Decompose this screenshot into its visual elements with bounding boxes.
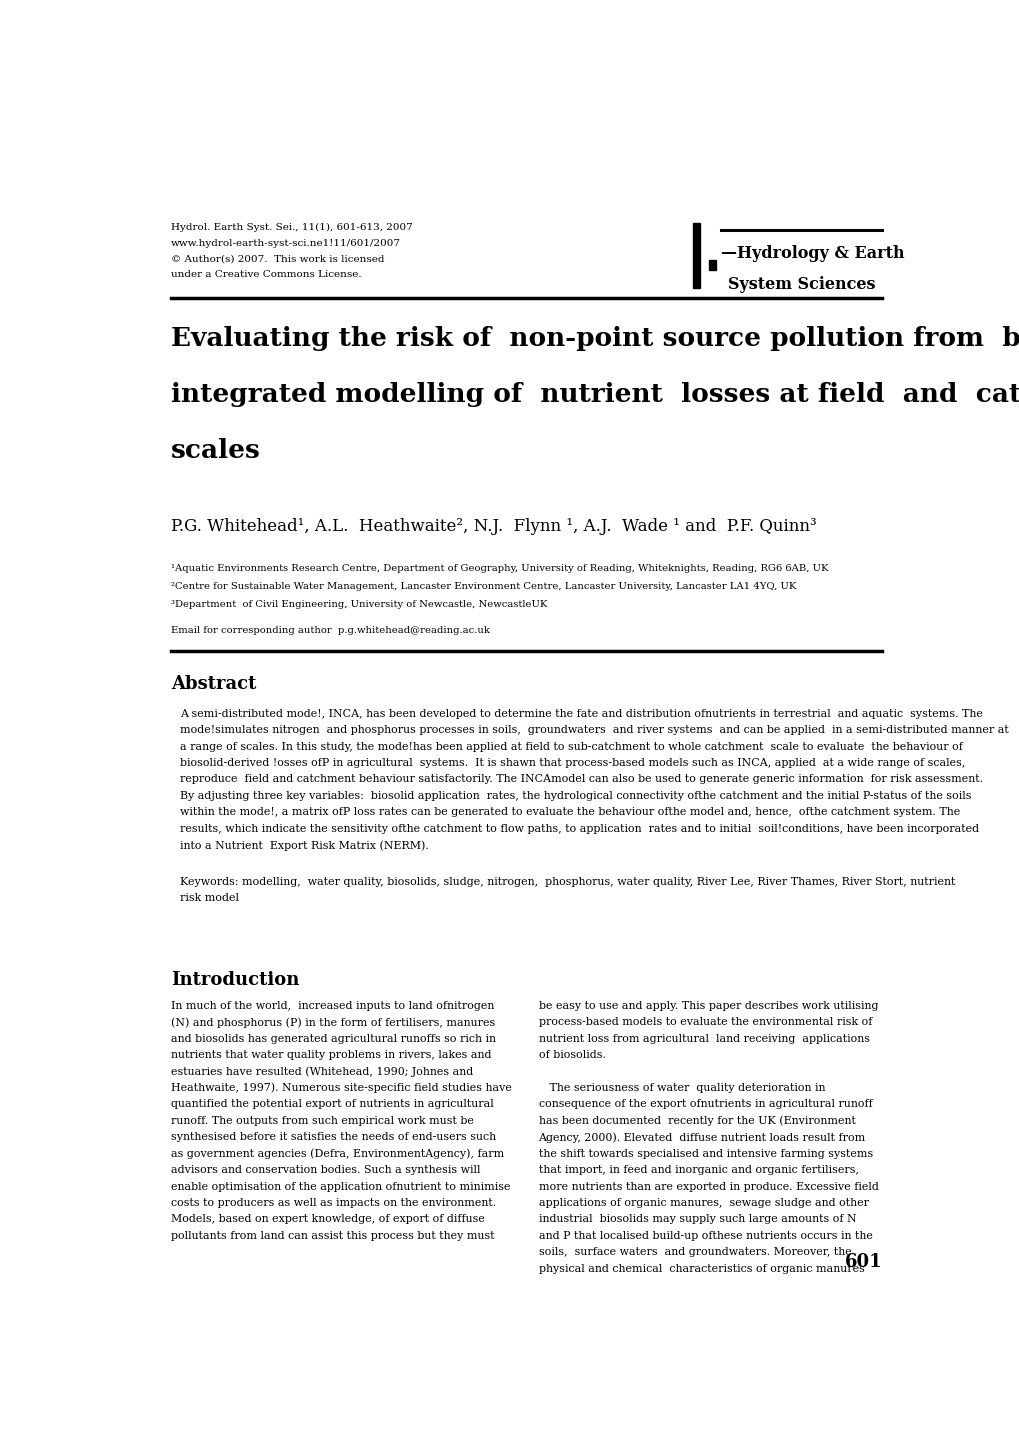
Text: mode!simulates nitrogen  and phosphorus processes in soils,  groundwaters  and r: mode!simulates nitrogen and phosphorus p… [180, 726, 1008, 734]
Text: physical and chemical  characteristics of organic manures: physical and chemical characteristics of… [538, 1264, 863, 1274]
Text: 601: 601 [844, 1253, 881, 1271]
Text: The seriousness of water  quality deterioration in: The seriousness of water quality deterio… [538, 1082, 824, 1092]
Text: under a Creative Commons License.: under a Creative Commons License. [171, 270, 362, 278]
Text: Introduction: Introduction [171, 971, 299, 988]
Text: advisors and conservation bodies. Such a synthesis will: advisors and conservation bodies. Such a… [171, 1165, 480, 1175]
Text: ³Department  of Civil Engineering, University of Newcastle, NewcastleUK: ³Department of Civil Engineering, Univer… [171, 600, 547, 609]
Text: Keywords: modelling,  water quality, biosolids, sludge, nitrogen,  phosphorus, w: Keywords: modelling, water quality, bios… [180, 877, 955, 886]
Text: In much of the world,  increased inputs to land ofnitrogen: In much of the world, increased inputs t… [171, 1000, 494, 1010]
Text: applications of organic manures,  sewage sludge and other: applications of organic manures, sewage … [538, 1198, 868, 1208]
Text: ¹Aquatic Environments Research Centre, Department of Geography, University of Re: ¹Aquatic Environments Research Centre, D… [171, 564, 827, 573]
Text: nutrients that water quality problems in rivers, lakes and: nutrients that water quality problems in… [171, 1051, 491, 1061]
Text: as government agencies (Defra, EnvironmentAgency), farm: as government agencies (Defra, Environme… [171, 1149, 503, 1159]
Text: Models, based on expert knowledge, of export of diffuse: Models, based on expert knowledge, of ex… [171, 1215, 484, 1225]
Text: industrial  biosolids may supply such large amounts of N: industrial biosolids may supply such lar… [538, 1215, 855, 1225]
Text: quantified the potential export of nutrients in agricultural: quantified the potential export of nutri… [171, 1100, 493, 1110]
Text: into a Nutrient  Export Risk Matrix (NERM).: into a Nutrient Export Risk Matrix (NERM… [180, 840, 429, 851]
Text: synthesised before it satisfies the needs of end-users such: synthesised before it satisfies the need… [171, 1133, 495, 1143]
Text: results, which indicate the sensitivity ofthe catchment to flow paths, to applic: results, which indicate the sensitivity … [180, 824, 978, 834]
Text: has been documented  recently for the UK (Environment: has been documented recently for the UK … [538, 1115, 855, 1127]
Text: and P that localised build-up ofthese nutrients occurs in the: and P that localised build-up ofthese nu… [538, 1231, 871, 1241]
Text: —Hydrology & Earth: —Hydrology & Earth [720, 245, 904, 263]
Text: the shift towards specialised and intensive farming systems: the shift towards specialised and intens… [538, 1149, 872, 1159]
Text: (N) and phosphorus (P) in the form of fertilisers, manures: (N) and phosphorus (P) in the form of fe… [171, 1017, 495, 1027]
Text: runoff. The outputs from such empirical work must be: runoff. The outputs from such empirical … [171, 1115, 474, 1126]
Text: consequence of the export ofnutrients in agricultural runoff: consequence of the export ofnutrients in… [538, 1100, 871, 1110]
Text: enable optimisation of the application ofnutrient to minimise: enable optimisation of the application o… [171, 1182, 509, 1192]
Text: reproduce  field and catchment behaviour satisfactorily. The INCAmodel can also : reproduce field and catchment behaviour … [180, 775, 982, 785]
Text: P.G. Whitehead¹, A.L.  Heathwaite², N.J.  Flynn ¹, A.J.  Wade ¹ and  P.F. Quinn³: P.G. Whitehead¹, A.L. Heathwaite², N.J. … [171, 518, 816, 534]
Text: pollutants from land can assist this process but they must: pollutants from land can assist this pro… [171, 1231, 494, 1241]
Text: a range of scales. In this study, the mode!has been applied at field to sub-catc: a range of scales. In this study, the mo… [180, 742, 962, 752]
Text: Abstract: Abstract [171, 675, 256, 694]
Text: soils,  surface waters  and groundwaters. Moreover, the: soils, surface waters and groundwaters. … [538, 1247, 851, 1257]
Text: biosolid-derived !osses ofP in agricultural  systems.  It is shawn that process-: biosolid-derived !osses ofP in agricultu… [180, 758, 965, 768]
Bar [708, 260, 715, 270]
Bar [692, 224, 699, 287]
Text: By adjusting three key variables:  biosolid application  rates, the hydrological: By adjusting three key variables: biosol… [180, 791, 971, 801]
Text: integrated modelling of  nutrient  losses at field  and  catchment: integrated modelling of nutrient losses … [171, 382, 1019, 407]
Text: risk model: risk model [180, 893, 239, 903]
Text: ²Centre for Sustainable Water Management, Lancaster Environment Centre, Lancaste: ²Centre for Sustainable Water Management… [171, 582, 796, 592]
Text: within the mode!, a matrix ofP loss rates can be generated to evaluate the behav: within the mode!, a matrix ofP loss rate… [180, 808, 960, 817]
Text: System Sciences: System Sciences [728, 277, 874, 293]
Text: Evaluating the risk of  non-point source pollution from  biosolids:: Evaluating the risk of non-point source … [171, 326, 1019, 352]
Text: process-based models to evaluate the environmental risk of: process-based models to evaluate the env… [538, 1017, 871, 1027]
Text: costs to producers as well as impacts on the environment.: costs to producers as well as impacts on… [171, 1198, 495, 1208]
Text: Email for corresponding author  p.g.whitehead@reading.ac.uk: Email for corresponding author p.g.white… [171, 626, 489, 635]
Text: Heathwaite, 1997). Numerous site-specific field studies have: Heathwaite, 1997). Numerous site-specifi… [171, 1082, 512, 1094]
Text: A semi-distributed mode!, INCA, has been developed to determine the fate and dis: A semi-distributed mode!, INCA, has been… [180, 709, 982, 719]
Text: Hydrol. Earth Syst. Sei., 11(1), 601-613, 2007: Hydrol. Earth Syst. Sei., 11(1), 601-613… [171, 224, 413, 232]
Text: of biosolids.: of biosolids. [538, 1051, 605, 1061]
Text: and biosolids has generated agricultural runoffs so rich in: and biosolids has generated agricultural… [171, 1033, 495, 1043]
Text: scales: scales [171, 437, 261, 463]
Text: be easy to use and apply. This paper describes work utilising: be easy to use and apply. This paper des… [538, 1000, 877, 1010]
Text: © Author(s) 2007.  This work is licensed: © Author(s) 2007. This work is licensed [171, 254, 384, 263]
Text: more nutrients than are exported in produce. Excessive field: more nutrients than are exported in prod… [538, 1182, 877, 1192]
Text: Agency, 2000). Elevated  diffuse nutrient loads result from: Agency, 2000). Elevated diffuse nutrient… [538, 1133, 865, 1143]
Text: estuaries have resulted (Whitehead, 1990; Johnes and: estuaries have resulted (Whitehead, 1990… [171, 1066, 473, 1076]
Text: www.hydrol-earth-syst-sci.ne1!11/601/2007: www.hydrol-earth-syst-sci.ne1!11/601/200… [171, 238, 400, 248]
Text: that import, in feed and inorganic and organic fertilisers,: that import, in feed and inorganic and o… [538, 1165, 858, 1175]
Text: nutrient loss from agricultural  land receiving  applications: nutrient loss from agricultural land rec… [538, 1033, 869, 1043]
